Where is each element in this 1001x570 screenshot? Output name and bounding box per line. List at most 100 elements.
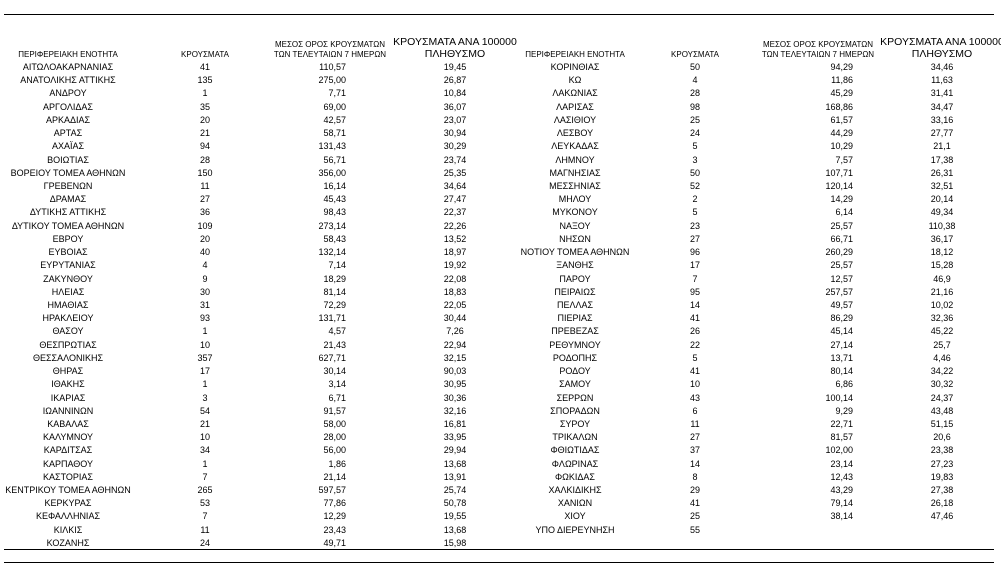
table-cell: 28 — [689, 88, 700, 99]
table-cell: 14,29 — [830, 194, 853, 205]
table-cell: 21,1 — [933, 141, 951, 152]
table-cell: 79,14 — [830, 498, 853, 509]
bottom-rule — [4, 562, 994, 563]
table-cell: 25,35 — [443, 167, 467, 178]
table-cell: 17 — [689, 260, 700, 271]
table-cell: 44,29 — [830, 128, 853, 139]
table-cell: 17 — [199, 366, 210, 377]
table-cell: 26,18 — [930, 498, 954, 509]
table-cell: 98,43 — [323, 207, 346, 218]
table-cell: 41 — [689, 313, 700, 324]
table-cell: 80,14 — [830, 366, 853, 377]
table-cell: 30,36 — [443, 392, 467, 403]
table-cell: 81,57 — [830, 432, 853, 443]
table-cell: 12,29 — [323, 511, 346, 522]
table-cell: 95 — [689, 286, 700, 297]
table-cell: 32,36 — [930, 313, 954, 324]
region-name: ΛΕΥΚΑΔΑΣ — [551, 141, 599, 152]
table-cell: 30,95 — [443, 379, 467, 390]
table-cell: 98 — [689, 101, 700, 112]
table-cell: 18,97 — [443, 247, 467, 258]
table-cell: 33,95 — [443, 432, 467, 443]
table-cell: 14 — [689, 299, 700, 310]
table-cell: 34,46 — [930, 62, 954, 72]
region-name: ΑΙΤΩΛΟΑΚΑΡΝΑΝΙΑΣ — [22, 62, 114, 72]
table-cell: 72,29 — [323, 299, 346, 310]
table-cell: 7 — [692, 273, 698, 284]
table-cell: 3 — [692, 154, 698, 165]
table-cell: 61,57 — [830, 114, 853, 125]
table-cell: 265 — [197, 485, 213, 496]
table-cell: 49,34 — [930, 207, 954, 218]
table-cell: 2 — [692, 194, 698, 205]
region-name: ΝΑΞΟΥ — [559, 220, 591, 231]
table-cell: 54 — [199, 405, 210, 416]
table-cell: 25,57 — [830, 220, 853, 231]
region-name: ΧΑΝΙΩΝ — [557, 498, 593, 509]
table-cell: 31,41 — [930, 88, 954, 99]
table-cell: 150 — [197, 167, 213, 178]
column-header: ΤΩΝ ΤΕΛΕΥΤΑΙΩΝ 7 ΗΜΕΡΩΝ — [273, 50, 387, 59]
table-cell: 43,48 — [930, 405, 954, 416]
table-cell: 23,43 — [323, 524, 346, 535]
table-cell: 26 — [689, 326, 700, 337]
table-cell: 27 — [689, 233, 700, 244]
table-cell: 135 — [197, 75, 213, 86]
table-cell: 58,71 — [323, 128, 346, 139]
region-name: ΚΟΡΙΝΘΙΑΣ — [550, 62, 600, 72]
table-cell: 15,98 — [443, 537, 467, 548]
table-cell: 45,22 — [930, 326, 954, 337]
table-cell: 47,46 — [930, 511, 954, 522]
table-cell: 7,26 — [446, 326, 464, 337]
table-cell: 50 — [689, 167, 700, 178]
table-cell: 22,05 — [443, 299, 467, 310]
table-cell: 30,44 — [443, 313, 467, 324]
table-cell: 45,29 — [830, 88, 853, 99]
table-cell: 22,26 — [443, 220, 467, 231]
table-cell: 94 — [199, 141, 210, 152]
table-cell: 13,52 — [443, 233, 467, 244]
column-header: ΠΕΡΙΦΕΡΕΙΑΚΗ ΕΝΟΤΗΤΑ — [18, 50, 118, 59]
table-cell: 23,14 — [830, 458, 853, 469]
table-cell: 45,14 — [830, 326, 853, 337]
region-name: ΓΡΕΒΕΝΩΝ — [43, 180, 93, 191]
column-header: ΠΛΗΘΥΣΜΟ — [424, 48, 486, 60]
table-cell: 50,78 — [443, 498, 467, 509]
table-cell: 7 — [202, 471, 208, 482]
column-header: ΠΕΡΙΦΕΡΕΙΑΚΗ ΕΝΟΤΗΤΑ — [525, 50, 625, 59]
bottom-rule — [4, 549, 994, 550]
region-name: ΚΕΦΑΛΛΗΝΙΑΣ — [35, 511, 101, 522]
table-cell: 20 — [199, 114, 210, 125]
region-name: ΥΠΟ ΔΙΕΡΕΥΝΗΣΗ — [535, 524, 615, 535]
table-cell: 33,16 — [930, 114, 954, 125]
table-cell: 27,14 — [830, 339, 853, 350]
table-cell: 23,38 — [930, 445, 954, 456]
table-cell: 30,94 — [443, 128, 467, 139]
table-cell: 10 — [199, 432, 210, 443]
table-cell: 81,14 — [323, 286, 346, 297]
column-header: ΠΛΗΘΥΣΜΟ — [911, 48, 973, 60]
table-cell: 20,6 — [933, 432, 951, 443]
table-cell: 18,29 — [323, 273, 346, 284]
region-name: ΜΑΓΝΗΣΙΑΣ — [549, 167, 601, 178]
table-cell: 17,38 — [930, 154, 954, 165]
region-name: ΚΑΛΥΜΝΟΥ — [42, 432, 94, 443]
table-cell: 38,14 — [830, 511, 853, 522]
region-name: ΚΕΝΤΡΙΚΟΥ ΤΟΜΕΑ ΑΘΗΝΩΝ — [5, 485, 131, 496]
region-name: ΠΙΕΡΙΑΣ — [557, 313, 593, 324]
table-cell: 1,86 — [328, 458, 346, 469]
table-cell: 120,14 — [825, 180, 853, 191]
column-header: ΤΩΝ ΤΕΛΕΥΤΑΙΩΝ 7 ΗΜΕΡΩΝ — [761, 50, 875, 59]
table-cell: 13,68 — [443, 524, 467, 535]
table-cell: 27,23 — [930, 458, 954, 469]
table-cell: 27 — [199, 194, 210, 205]
column-header: ΚΡΟΥΣΜΑΤΑ ΑΝΑ 100000 — [393, 36, 517, 48]
table-cell: 627,71 — [318, 352, 346, 363]
table-cell: 6,14 — [835, 207, 853, 218]
table-cell: 25 — [689, 114, 700, 125]
table-cell: 26,87 — [443, 75, 467, 86]
table-cell: 13,68 — [443, 458, 467, 469]
table-cell: 356,00 — [318, 167, 346, 178]
table-cell: 34,22 — [930, 366, 954, 377]
